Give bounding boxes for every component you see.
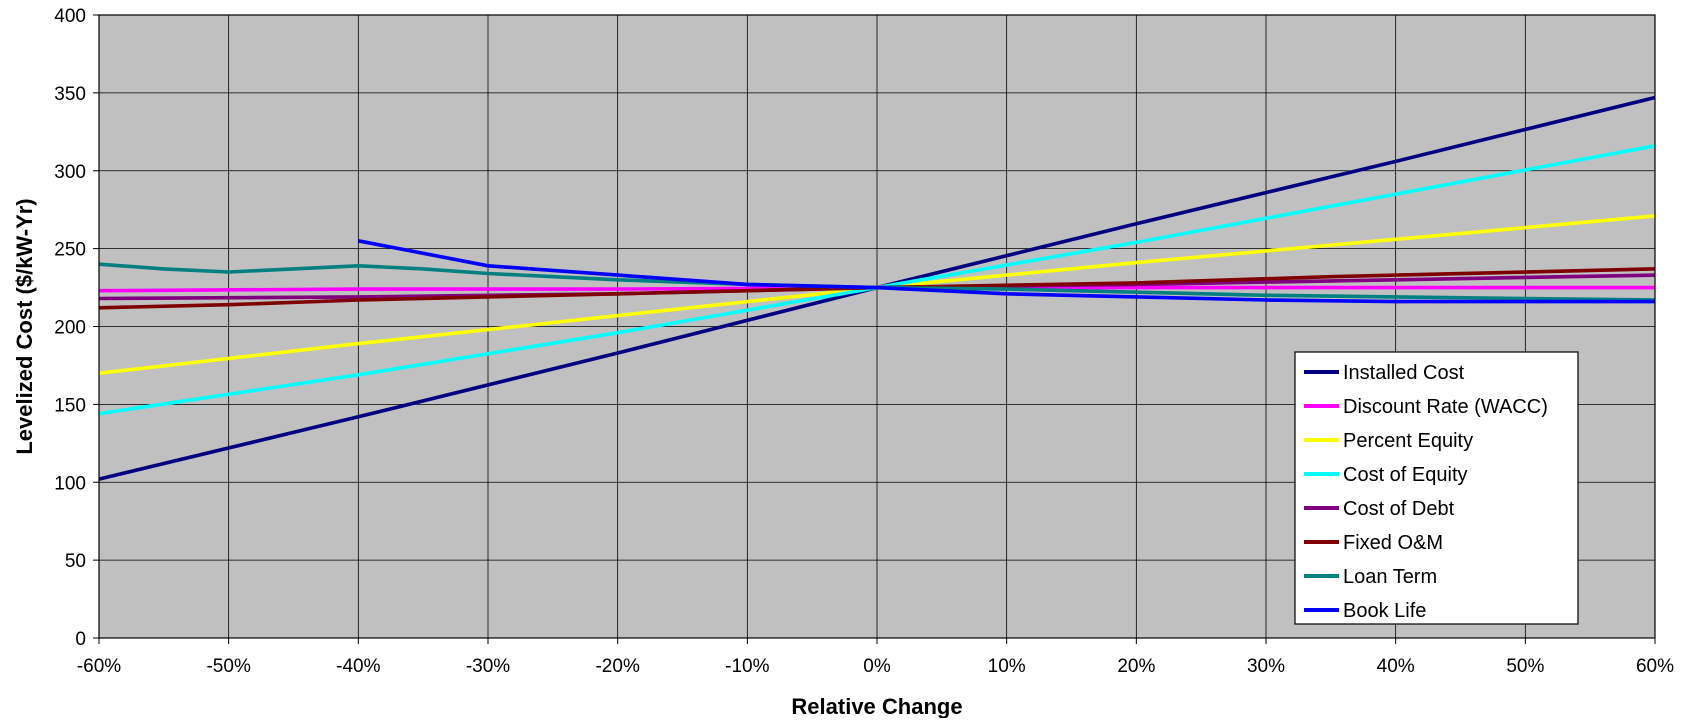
legend-entry: Loan Term [1304, 566, 1437, 588]
y-tick-label: 100 [54, 473, 86, 494]
legend-label: Installed Cost [1343, 362, 1465, 384]
y-tick-label: 150 [54, 395, 86, 416]
x-tick-label: 60% [1636, 656, 1674, 677]
legend-label: Cost of Debt [1343, 498, 1455, 520]
x-tick-label: 20% [1117, 656, 1155, 677]
legend-entry: Cost of Equity [1304, 464, 1468, 486]
legend-label: Fixed O&M [1343, 532, 1443, 554]
x-axis-title: Relative Change [791, 694, 962, 718]
series-line-book-life [357, 239, 1655, 304]
x-tick-label: 30% [1247, 656, 1285, 677]
legend-label: Cost of Equity [1343, 464, 1468, 486]
legend-entry: Book Life [1304, 600, 1426, 622]
legend-entry: Installed Cost [1304, 362, 1465, 384]
y-axis-ticks: 0 50 100 150 200 250 300 350 400 [54, 6, 99, 650]
x-tick-label: 10% [988, 656, 1026, 677]
x-tick-label: -60% [77, 656, 121, 677]
y-tick-label: 400 [54, 6, 86, 27]
y-tick-label: 50 [65, 551, 86, 572]
y-tick-label: 200 [54, 318, 86, 339]
y-tick-label: 350 [54, 84, 86, 105]
x-tick-label: 40% [1377, 656, 1415, 677]
x-tick-label: -20% [595, 656, 639, 677]
x-tick-label: -10% [725, 656, 769, 677]
legend: Installed Cost Discount Rate (WACC) Percen… [1294, 351, 1579, 625]
y-axis-title: Levelized Cost ($/kW-Yr) [12, 198, 37, 454]
legend-label: Discount Rate (WACC) [1343, 396, 1548, 418]
series-line-fixed-o-m [98, 267, 1656, 310]
series-lines [98, 95, 1656, 481]
x-axis-ticks: -60% -50% -40% -30% -20% -10% 0% 10% 20% 30% 40% 50… [77, 638, 1674, 677]
x-tick-label: -30% [466, 656, 510, 677]
y-tick-label: 0 [75, 629, 86, 650]
legend-entry: Percent Equity [1304, 430, 1473, 452]
x-tick-label: 50% [1506, 656, 1544, 677]
y-tick-label: 300 [54, 162, 86, 183]
x-tick-label: -40% [336, 656, 380, 677]
legend-entry: Discount Rate (WACC) [1304, 396, 1548, 418]
x-tick-label: 0% [863, 656, 891, 677]
legend-entry: Cost of Debt [1304, 498, 1455, 520]
legend-entry: Fixed O&M [1304, 532, 1443, 554]
legend-label: Book Life [1343, 600, 1426, 622]
x-tick-label: -50% [206, 656, 250, 677]
legend-box [1294, 351, 1579, 625]
y-tick-label: 250 [54, 240, 86, 261]
legend-label: Percent Equity [1343, 430, 1473, 452]
legend-label: Loan Term [1343, 566, 1437, 588]
